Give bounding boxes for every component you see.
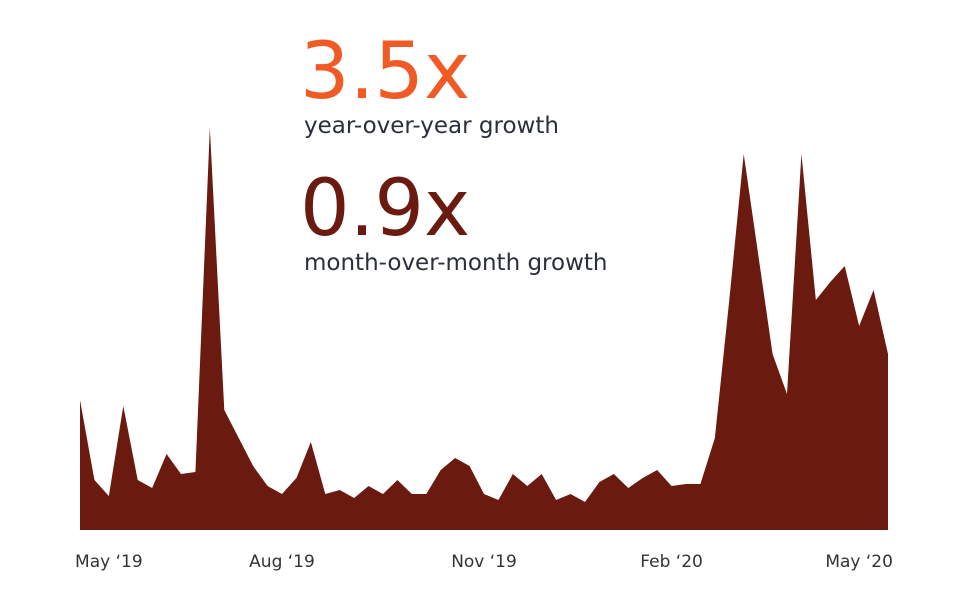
x-tick-label: Feb ‘20	[640, 552, 703, 572]
stat-value: 0.9x	[300, 164, 470, 254]
x-tick-label: May ‘19	[75, 552, 143, 572]
x-tick-label: Aug ‘19	[249, 552, 315, 572]
stat-value: 3.5x	[300, 27, 470, 117]
stat-label: year-over-year growth	[304, 113, 559, 139]
area	[80, 128, 888, 530]
stat-label: month-over-month growth	[304, 250, 607, 276]
x-tick-label: Nov ‘19	[451, 552, 517, 572]
x-tick-label: May ‘20	[825, 552, 893, 572]
